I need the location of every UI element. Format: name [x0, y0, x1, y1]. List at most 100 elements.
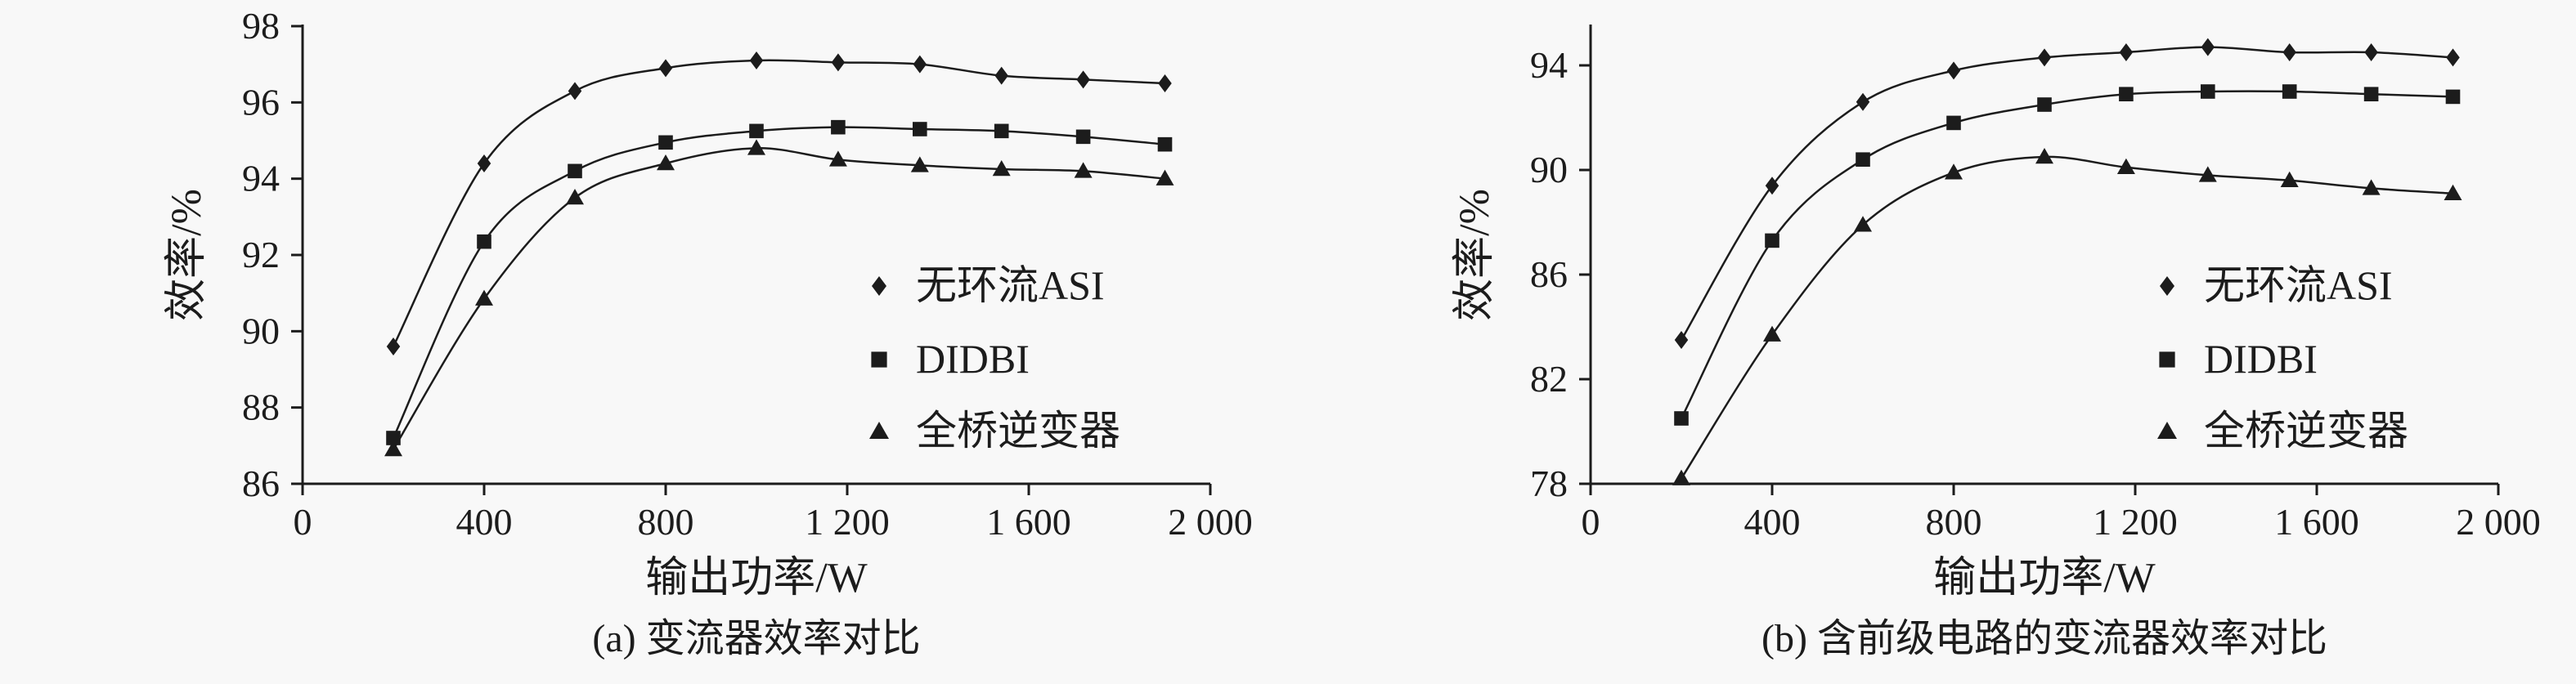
- marker-square: [568, 163, 582, 179]
- marker-square: [1157, 136, 1173, 152]
- y-tick-label: 86: [242, 463, 280, 504]
- x-tick-label: 1 600: [2274, 501, 2359, 543]
- legend-label: 全桥逆变器: [916, 408, 1120, 454]
- x-tick-label: 800: [638, 501, 694, 543]
- marker-triangle: [2362, 179, 2381, 195]
- marker-triangle: [566, 189, 584, 205]
- marker-square: [2201, 84, 2215, 99]
- marker-square: [1856, 152, 1870, 167]
- x-tick-label: 0: [294, 501, 312, 543]
- marker-triangle: [1945, 163, 1963, 180]
- marker-triangle: [2280, 171, 2299, 188]
- legend-marker-diamond: [872, 276, 886, 296]
- marker-diamond: [2201, 38, 2215, 56]
- marker-diamond: [1674, 331, 1689, 349]
- x-tick-label: 400: [456, 501, 513, 543]
- marker-triangle: [828, 150, 847, 167]
- y-tick-label: 98: [242, 5, 280, 47]
- marker-triangle: [2035, 148, 2053, 164]
- marker-diamond: [1765, 177, 1779, 195]
- marker-square: [477, 234, 491, 249]
- chart-a-caption: (a) 变流器效率对比: [592, 617, 921, 660]
- y-tick-label: 86: [1530, 253, 1568, 295]
- legend-label: DIDBI: [916, 336, 1030, 382]
- marker-square: [994, 123, 1009, 139]
- marker-triangle: [910, 156, 929, 172]
- marker-triangle: [657, 154, 675, 171]
- x-tick-label: 1 600: [986, 501, 1071, 543]
- y-tick-label: 88: [242, 387, 280, 428]
- marker-diamond: [1856, 92, 1870, 111]
- y-tick-label: 94: [1530, 44, 1568, 86]
- marker-square: [2037, 97, 2052, 112]
- marker-triangle: [384, 440, 402, 457]
- y-tick-label: 78: [1530, 463, 1568, 504]
- marker-triangle: [475, 289, 493, 306]
- marker-diamond: [2037, 48, 2052, 67]
- marker-triangle: [2198, 166, 2217, 182]
- y-tick-label: 90: [242, 310, 280, 351]
- marker-diamond: [749, 51, 764, 69]
- marker-square: [913, 122, 927, 136]
- legend-label: 全桥逆变器: [2204, 408, 2408, 454]
- legend-label: 无环流ASI: [916, 262, 1105, 308]
- x-tick-label: 2 000: [2456, 501, 2541, 543]
- marker-diamond: [568, 82, 582, 101]
- y-axis-label: 效率/%: [1452, 189, 1498, 321]
- marker-triangle: [2116, 158, 2135, 175]
- marker-square: [2363, 87, 2379, 101]
- marker-triangle: [992, 160, 1011, 177]
- marker-square: [2445, 89, 2461, 105]
- marker-square: [1946, 115, 1961, 131]
- marker-diamond: [1946, 61, 1961, 80]
- marker-diamond: [477, 154, 491, 172]
- marker-diamond: [1158, 74, 1172, 92]
- marker-diamond: [2446, 48, 2460, 67]
- marker-diamond: [2119, 43, 2134, 61]
- marker-square: [1765, 233, 1779, 248]
- x-tick-label: 1 200: [805, 501, 890, 543]
- legend-marker-triangle: [2157, 422, 2177, 439]
- marker-square: [1075, 129, 1091, 145]
- legend-marker-square: [2159, 351, 2175, 368]
- series-line-diamond: [1680, 46, 2453, 341]
- marker-diamond: [2282, 43, 2296, 61]
- marker-diamond: [386, 338, 401, 355]
- marker-triangle: [1074, 162, 1093, 178]
- marker-diamond: [2364, 43, 2378, 61]
- marker-triangle: [2444, 184, 2462, 201]
- x-tick-label: 400: [1744, 501, 1801, 543]
- chart-b: 0 400 800 1 200 1 600 2 000 78 82 86 90 94 效率/% 输出功率…: [1288, 3, 2576, 663]
- legend-marker-triangle: [869, 422, 889, 439]
- x-axis-label: 输出功率/W: [1933, 555, 2156, 601]
- series-line-triangle: [392, 147, 1165, 450]
- marker-diamond: [913, 55, 927, 74]
- marker-square: [2282, 84, 2297, 99]
- marker-triangle: [1156, 169, 1174, 186]
- series-line-square: [1680, 90, 2453, 419]
- figure-row: 0 400 800 1 200 1 600 2 000 86 88 90 92 94 96 98 效率/%…: [0, 3, 2576, 663]
- series-line-triangle: [1680, 155, 2453, 480]
- series-line-diamond: [392, 59, 1165, 347]
- y-tick-label: 96: [242, 81, 280, 123]
- y-tick-label: 92: [242, 234, 280, 275]
- marker-diamond: [658, 59, 673, 78]
- y-tick-label: 82: [1530, 358, 1568, 400]
- marker-triangle: [1672, 469, 1690, 485]
- y-tick-label: 94: [242, 158, 280, 199]
- x-tick-label: 1 200: [2093, 501, 2178, 543]
- marker-square: [2119, 87, 2134, 101]
- chart-a: 0 400 800 1 200 1 600 2 000 86 88 90 92 94 96 98 效率/%…: [0, 3, 1288, 663]
- legend-label: 无环流ASI: [2204, 262, 2393, 308]
- y-axis-label: 效率/%: [164, 189, 210, 321]
- x-tick-label: 2 000: [1168, 501, 1253, 543]
- chart-b-canvas: 0 400 800 1 200 1 600 2 000 78 82 86 90 94 效率/% 输出功率…: [1452, 25, 2541, 601]
- marker-square: [658, 135, 673, 150]
- x-tick-label: 0: [1582, 501, 1600, 543]
- marker-square: [831, 119, 846, 135]
- chart-b-caption: (b) 含前级电路的变流器效率对比: [1761, 617, 2327, 660]
- x-axis-label: 输出功率/W: [645, 555, 868, 601]
- legend-marker-diamond: [2160, 276, 2174, 296]
- marker-triangle: [1854, 216, 1872, 232]
- marker-triangle: [747, 139, 765, 155]
